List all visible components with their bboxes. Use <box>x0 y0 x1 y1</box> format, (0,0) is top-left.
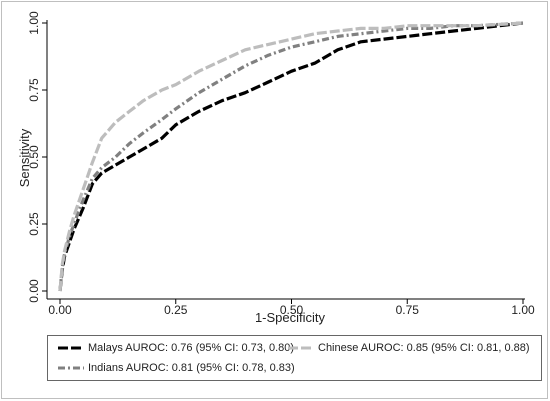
y-tick-label: 1.00 <box>27 11 41 35</box>
series-line-chinese <box>58 21 524 292</box>
axes: 0.00 0.25 0.50 0.75 1.00 0.00 0.25 0.50 0.75 1.00 <box>27 11 535 317</box>
y-axis-title: Sensitivity <box>17 128 32 187</box>
y-tick-label: 0.00 <box>27 279 41 303</box>
y-tick-label: 0.50 <box>27 145 41 169</box>
legend-swatch-indians <box>58 366 84 370</box>
legend-item-indians: Indians AUROC: 0.81 (95% CI: 0.78, 0.83) <box>58 362 295 374</box>
legend-label-chinese: Chinese AUROC: 0.85 (95% CI: 0.81, 0.88) <box>318 342 530 354</box>
x-tick-label: 0.75 <box>396 303 420 317</box>
x-axis-title: 1-Specificity <box>255 310 326 325</box>
legend-item-malays: Malays AUROC: 0.76 (95% CI: 0.73, 0.80) <box>58 342 294 354</box>
legend-swatch-chinese <box>288 346 314 350</box>
y-tick-label: 0.25 <box>27 212 41 236</box>
x-tick-label: 1.00 <box>511 303 535 317</box>
series-line-malays <box>58 21 524 292</box>
legend-label-malays: Malays AUROC: 0.76 (95% CI: 0.73, 0.80) <box>88 342 295 354</box>
roc-chart: 0.00 0.25 0.50 0.75 1.00 0.00 0.25 0.50 0.75 1.00… <box>17 11 535 325</box>
x-tick-label: 0.25 <box>164 303 188 317</box>
series-line-indians <box>58 21 524 292</box>
series-layer <box>58 21 524 292</box>
x-tick-label: 0.50 <box>280 303 304 317</box>
legend: Malays AUROC: 0.76 (95% CI: 0.73, 0.80) … <box>47 335 542 381</box>
x-tick-label: 0.00 <box>48 303 72 317</box>
legend-label-indians: Indians AUROC: 0.81 (95% CI: 0.78, 0.83) <box>88 362 295 374</box>
y-tick-label: 0.75 <box>27 78 41 102</box>
legend-swatch-malays <box>58 346 84 350</box>
legend-item-chinese: Chinese AUROC: 0.85 (95% CI: 0.81, 0.88) <box>288 342 530 354</box>
